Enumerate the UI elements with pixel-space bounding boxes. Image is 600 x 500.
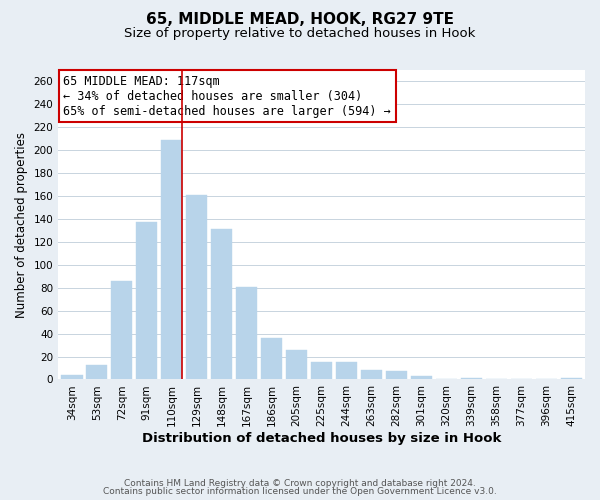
Y-axis label: Number of detached properties: Number of detached properties — [15, 132, 28, 318]
Bar — [560, 378, 582, 380]
Bar — [411, 376, 432, 380]
Text: Contains public sector information licensed under the Open Government Licence v3: Contains public sector information licen… — [103, 488, 497, 496]
Bar — [186, 195, 208, 380]
X-axis label: Distribution of detached houses by size in Hook: Distribution of detached houses by size … — [142, 432, 501, 445]
Bar — [211, 230, 232, 380]
Bar — [111, 281, 133, 380]
Bar — [386, 372, 407, 380]
Bar — [261, 338, 282, 380]
Bar — [136, 222, 157, 380]
Bar — [161, 140, 182, 380]
Bar — [336, 362, 357, 380]
Text: 65, MIDDLE MEAD, HOOK, RG27 9TE: 65, MIDDLE MEAD, HOOK, RG27 9TE — [146, 12, 454, 28]
Bar — [311, 362, 332, 380]
Bar — [61, 375, 83, 380]
Bar — [236, 286, 257, 380]
Bar — [286, 350, 307, 380]
Bar — [461, 378, 482, 380]
Text: Size of property relative to detached houses in Hook: Size of property relative to detached ho… — [124, 28, 476, 40]
Text: Contains HM Land Registry data © Crown copyright and database right 2024.: Contains HM Land Registry data © Crown c… — [124, 478, 476, 488]
Text: 65 MIDDLE MEAD: 117sqm
← 34% of detached houses are smaller (304)
65% of semi-de: 65 MIDDLE MEAD: 117sqm ← 34% of detached… — [64, 74, 391, 118]
Bar — [361, 370, 382, 380]
Bar — [86, 364, 107, 380]
